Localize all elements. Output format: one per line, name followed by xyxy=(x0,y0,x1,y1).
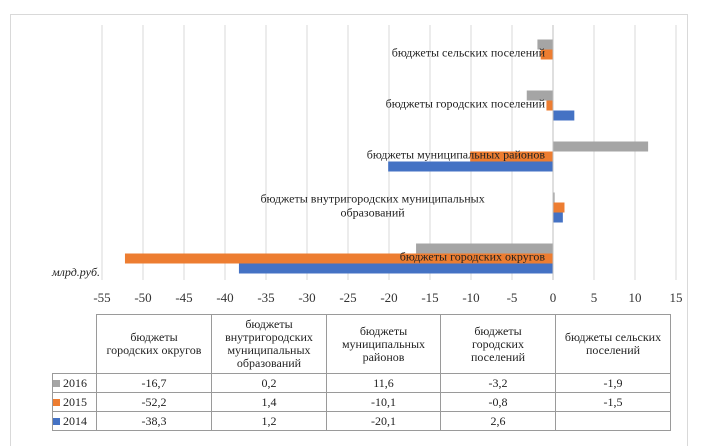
table-header-cell: бюджеты городских округов xyxy=(96,314,212,374)
x-tick-label: -50 xyxy=(134,290,151,305)
table-cell: 0,2 xyxy=(211,373,327,393)
table-cell: -38,3 xyxy=(96,411,212,431)
table-cell: -1,9 xyxy=(555,373,671,393)
bar-2015-cat3 xyxy=(546,100,553,111)
x-tick-label: -30 xyxy=(298,290,315,305)
table-cell: -16,7 xyxy=(96,373,212,393)
bar-2015-cat4 xyxy=(540,49,553,60)
bar-2016-cat2 xyxy=(553,141,649,152)
table-cell: 2,6 xyxy=(440,411,556,431)
x-tick-label: -15 xyxy=(421,290,438,305)
category-label: бюджеты муниципальных районов xyxy=(367,148,546,162)
x-tick-label: -35 xyxy=(257,290,274,305)
bar-2016-cat1 xyxy=(553,192,555,203)
x-tick-label: -20 xyxy=(380,290,397,305)
x-tick-label: -45 xyxy=(175,290,192,305)
table-cell: -20,1 xyxy=(326,411,441,431)
chart-frame xyxy=(10,14,688,446)
table-header-cell: бюджеты сельских поселений xyxy=(555,314,671,374)
legend-swatch xyxy=(53,417,60,425)
bar-2016-cat4 xyxy=(537,39,553,50)
legend-cell: 2014 xyxy=(52,411,97,431)
bar-2015-cat1 xyxy=(553,202,565,213)
data-table: бюджеты городских округов бюджеты внутригор… xyxy=(52,314,671,431)
table-cell: 11,6 xyxy=(326,373,441,393)
table-header-cell: бюджеты внутригородских муниципальных образ… xyxy=(211,314,327,374)
table-cell: -10,1 xyxy=(326,392,441,412)
table-cell: 1,4 xyxy=(211,392,327,412)
table-header-cell: бюджеты городских поселений xyxy=(440,314,556,374)
x-tick-label: -40 xyxy=(216,290,233,305)
x-tick-label: -10 xyxy=(462,290,479,305)
table-row: 2016 -16,7 0,2 11,6 -3,2 -1,9 xyxy=(52,373,671,393)
table-corner xyxy=(52,314,97,374)
x-tick-label: -25 xyxy=(339,290,356,305)
legend-cell: 2016 xyxy=(52,373,97,393)
bar-2014-cat2 xyxy=(388,161,553,172)
legend-cell: 2015 xyxy=(52,392,97,412)
table-row: 2014 -38,3 1,2 -20,1 2,6 xyxy=(52,411,671,431)
table-header-row: бюджеты городских округов бюджеты внутригор… xyxy=(52,314,671,374)
table-cell: -3,2 xyxy=(440,373,556,393)
table-cell xyxy=(555,411,671,431)
x-tick-label: -55 xyxy=(93,290,110,305)
bar-2015-cat2 xyxy=(470,151,553,162)
table-cell: -1,5 xyxy=(555,392,671,412)
table-cell: 1,2 xyxy=(211,411,327,431)
bar-2014-cat1 xyxy=(553,212,563,223)
table-row: 2015 -52,2 1,4 -10,1 -0,8 -1,5 xyxy=(52,392,671,412)
table-header-cell: бюджеты муниципальных районов xyxy=(326,314,441,374)
category-label: бюджеты внутригородских муниципальных xyxy=(260,192,484,206)
table-cell: -52,2 xyxy=(96,392,212,412)
bar-2016-cat3 xyxy=(526,90,553,101)
x-tick-label: 15 xyxy=(670,290,683,305)
bar-2014-cat0 xyxy=(238,263,553,274)
x-tick-label: 10 xyxy=(629,290,642,305)
bar-2016-cat0 xyxy=(416,243,553,254)
table-cell: -0,8 xyxy=(440,392,556,412)
category-label: бюджеты городских округов xyxy=(400,250,546,264)
category-label: бюджеты сельских поселений xyxy=(392,46,546,60)
bar-2014-cat3 xyxy=(553,110,575,121)
legend-swatch xyxy=(53,398,60,406)
category-label: образований xyxy=(340,206,405,220)
unit-label: млрд.руб. xyxy=(52,265,101,279)
category-label: бюджеты городских поселений xyxy=(386,97,546,111)
x-tick-label: -5 xyxy=(507,290,518,305)
x-tick-label: 5 xyxy=(591,290,598,305)
legend-swatch xyxy=(53,379,60,387)
x-tick-label: 0 xyxy=(550,290,557,305)
bar-2015-cat0 xyxy=(124,253,554,264)
